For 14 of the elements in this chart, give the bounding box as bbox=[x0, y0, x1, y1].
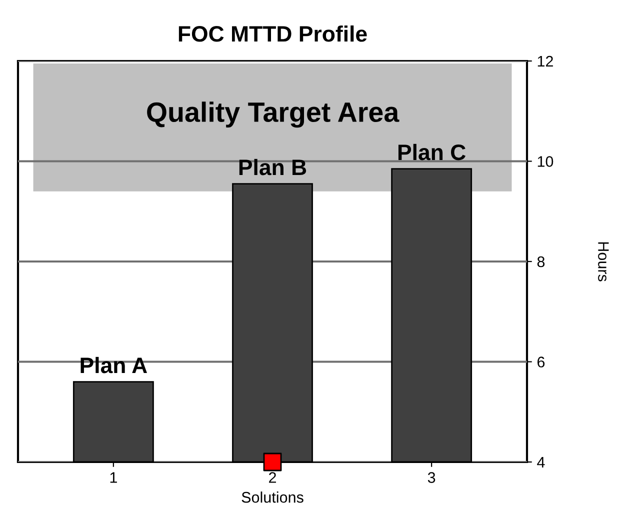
y-tick-label: 8 bbox=[537, 256, 545, 268]
chart-title: FOC MTTD Profile bbox=[178, 25, 367, 42]
x-tick-label: 2 bbox=[269, 472, 276, 483]
annotation: Plan B bbox=[239, 158, 306, 176]
y-tick-label: 4 bbox=[537, 457, 545, 468]
x-tick-label: 1 bbox=[110, 472, 117, 483]
x-axis-title: Solutions bbox=[242, 492, 304, 503]
y-tick-label: 10 bbox=[538, 156, 554, 167]
y-tick-label: 12 bbox=[538, 56, 553, 67]
y-axis-title: Hours bbox=[598, 242, 609, 282]
y-tick-label: 6 bbox=[538, 356, 545, 368]
x-tick-label: 3 bbox=[428, 472, 436, 483]
band-label: Quality Target Area bbox=[147, 102, 400, 128]
annotation: Plan C bbox=[398, 144, 466, 160]
